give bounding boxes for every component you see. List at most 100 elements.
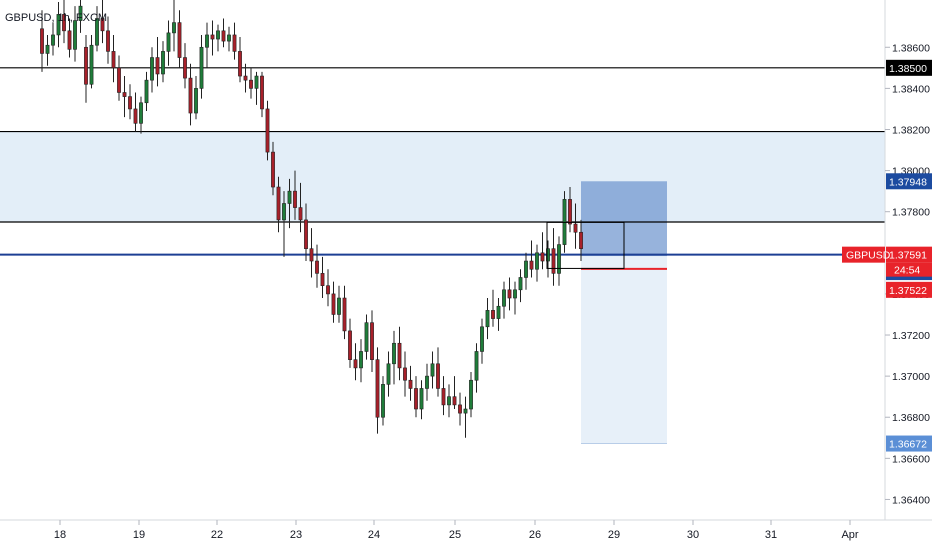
candle-body — [150, 57, 154, 81]
candle-body — [172, 22, 176, 34]
candle-body — [73, 20, 77, 50]
candle-body — [469, 379, 473, 410]
annotation-layer[interactable] — [546, 221, 625, 269]
candle-body — [155, 57, 160, 75]
candle-body — [447, 396, 451, 406]
candle-body — [425, 375, 429, 389]
candle-body — [243, 75, 248, 81]
price-label-bg — [886, 173, 932, 190]
candle-body — [95, 18, 99, 46]
candle-body — [298, 207, 303, 221]
candle-body — [364, 322, 369, 352]
candle-body — [502, 289, 506, 307]
take-profit-box[interactable] — [581, 256, 667, 444]
candle-body — [496, 305, 501, 319]
price-label-bg — [886, 59, 932, 76]
candle-body — [463, 408, 468, 414]
candle-body — [403, 367, 407, 381]
candle-body — [458, 404, 462, 414]
price-labels: 1.385001.379481.375911.375841.375221.366… — [842, 59, 932, 452]
candle-body — [326, 285, 330, 295]
candle-body — [441, 388, 446, 406]
candle-body — [370, 322, 374, 360]
candle-body — [540, 252, 545, 262]
x-tick-label: Apr — [841, 529, 858, 541]
candle-body — [276, 186, 281, 221]
candle-body — [381, 384, 385, 418]
candle-body — [535, 252, 539, 270]
candle-body — [232, 34, 237, 52]
candle-body — [386, 363, 391, 385]
candle-body — [221, 30, 226, 42]
price-label: 1.37522 — [886, 281, 932, 298]
x-tick-label: 31 — [765, 529, 777, 541]
candle-body — [100, 18, 105, 32]
candle-body — [133, 108, 138, 124]
candle-body — [106, 30, 110, 52]
plot-area[interactable] — [0, 0, 885, 520]
candle-body — [573, 223, 578, 233]
symbol-tag-text: GBPUSD — [846, 250, 891, 262]
x-tick-label: 23 — [290, 529, 302, 541]
candle-body — [161, 51, 165, 75]
price-label-text: 1.37591 — [889, 250, 927, 262]
y-tick-label: 1.36600 — [892, 453, 930, 465]
candle-body — [436, 363, 440, 389]
price-label-bg — [886, 281, 932, 298]
x-tick-label: 24 — [368, 529, 380, 541]
price-label: 1.37948 — [886, 173, 932, 190]
price-label-text: 1.36672 — [889, 439, 927, 451]
candle-body — [337, 297, 341, 315]
x-tick-label: 18 — [54, 529, 66, 541]
candle-body — [238, 51, 242, 77]
time-axis[interactable]: 18 19 22 23 24 25 26 29 30 31 Apr — [54, 520, 859, 541]
hline-layer[interactable] — [0, 67, 885, 256]
y-tick-label: 1.37000 — [892, 371, 930, 383]
candle-body — [546, 248, 550, 262]
candle-body — [45, 44, 50, 54]
candle-body — [183, 57, 187, 79]
candle-body — [287, 190, 292, 204]
candle-body — [67, 30, 72, 50]
candle-body — [282, 203, 286, 221]
candle-body — [271, 151, 275, 188]
candle-body — [111, 51, 116, 69]
x-tick-label: 26 — [529, 529, 541, 541]
candle-body — [507, 289, 512, 299]
x-tick-label: 19 — [133, 529, 145, 541]
candle-body — [199, 46, 204, 89]
candle-body — [342, 297, 347, 332]
countdown-text: 24:54 — [894, 265, 920, 277]
y-tick-label: 1.38400 — [892, 83, 930, 95]
price-label-text: 1.37522 — [889, 285, 927, 297]
candle-body — [419, 388, 424, 410]
y-tick-label: 1.36400 — [892, 494, 930, 506]
candle-body — [62, 14, 66, 32]
candle-body — [315, 260, 319, 274]
candle-body — [518, 277, 523, 291]
x-tick-label: 29 — [608, 529, 620, 541]
annotation-rect[interactable] — [546, 221, 625, 269]
candle-body — [579, 231, 583, 249]
candle-layer — [40, 0, 583, 438]
position-layer[interactable] — [581, 181, 667, 445]
price-label-text: 1.37948 — [889, 176, 927, 188]
zone-layer — [0, 131, 885, 222]
candle-body — [524, 260, 528, 278]
price-label: 1.38500 — [886, 59, 932, 76]
candle-body — [359, 351, 363, 369]
supply-zone — [0, 131, 885, 222]
price-label: 1.37591 — [886, 246, 932, 263]
candle-body — [491, 310, 495, 319]
y-tick-label: 1.37200 — [892, 330, 930, 342]
candle-body — [210, 34, 215, 40]
countdown-bg — [886, 262, 932, 277]
candle-body — [408, 379, 413, 389]
candle-body — [293, 190, 297, 208]
candle-body — [331, 293, 336, 315]
candle-body — [485, 310, 490, 328]
candle-body — [144, 79, 149, 104]
y-tick-label: 1.38200 — [892, 124, 930, 136]
